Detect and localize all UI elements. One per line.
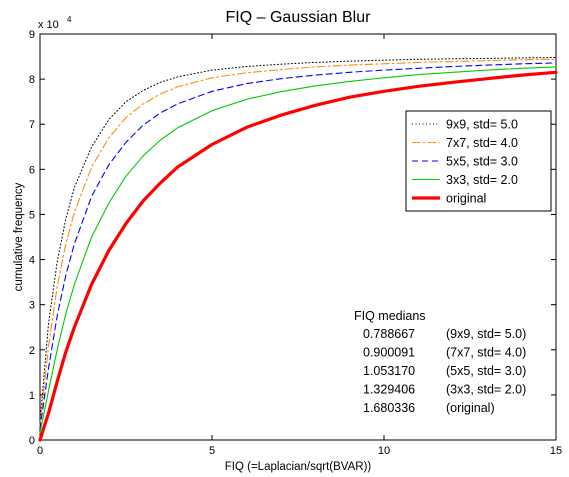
legend-box — [405, 110, 552, 212]
legend-entry: 5x5, std= 3.0 — [446, 155, 518, 169]
y-tick-label: 8 — [29, 74, 35, 86]
median-label: (original) — [446, 401, 495, 415]
x-tick-label: 10 — [378, 445, 390, 457]
series-line-2 — [39, 58, 557, 428]
plot-area — [39, 33, 557, 441]
median-value: 0.788667 — [363, 327, 415, 341]
legend-entry: 7x7, std= 4.0 — [446, 136, 518, 150]
y-tick-label: 4 — [29, 255, 35, 267]
medians-title: FIQ medians — [354, 309, 426, 323]
median-label: (9x9, std= 5.0) — [446, 327, 526, 341]
series-line-1 — [39, 57, 557, 423]
legend-entry: 3x3, std= 2.0 — [446, 173, 518, 187]
legend: 9x9, std= 5.0 7x7, std= 4.0 5x5, std= 3.0 3… — [405, 110, 552, 212]
median-value: 1.680336 — [363, 401, 415, 415]
median-label: (7x7, std= 4.0) — [446, 346, 526, 360]
y-tick-label: 5 — [29, 209, 35, 221]
x-tick-label: 5 — [209, 445, 215, 457]
series-lines — [38, 57, 558, 442]
chart-title: FIQ – Gaussian Blur — [226, 9, 372, 26]
medians-annotation: FIQ medians 0.788667 (9x9, std= 5.0) 0.900… — [354, 309, 526, 415]
series-line-4 — [39, 66, 557, 434]
axis-tick-labels: 0 5 10 15 0 1 2 3 4 5 6 7 8 9 — [29, 29, 562, 457]
y-tick-label: 0 — [29, 435, 35, 447]
legend-entry: original — [446, 192, 486, 206]
y-axis-multiplier: x 10 4 — [38, 15, 72, 31]
y-tick-label: 1 — [29, 390, 35, 402]
x-tick-label: 0 — [37, 445, 43, 457]
median-label: (5x5, std= 3.0) — [446, 364, 526, 378]
series-line-3 — [39, 62, 557, 430]
x-axis-label: FIQ (=Laplacian/sqrt(BVAR)) — [225, 461, 372, 473]
y-tick-label: 9 — [29, 29, 35, 41]
median-value: 1.329406 — [363, 383, 415, 397]
x-tick-label: 15 — [550, 445, 562, 457]
median-value: 1.053170 — [363, 364, 415, 378]
median-value: 0.900091 — [363, 346, 415, 360]
y-tick-label: 7 — [29, 119, 35, 131]
legend-entry: 9x9, std= 5.0 — [446, 118, 518, 132]
y-multiplier-base: x 10 — [38, 19, 59, 31]
y-tick-label: 3 — [29, 300, 35, 312]
series-line-5 — [38, 70, 558, 442]
y-tick-label: 2 — [29, 345, 35, 357]
y-multiplier-exponent: 4 — [67, 15, 72, 24]
median-label: (3x3, std= 2.0) — [446, 383, 526, 397]
y-tick-label: 6 — [29, 164, 35, 176]
y-axis-label: cumulative frequency — [13, 182, 25, 291]
